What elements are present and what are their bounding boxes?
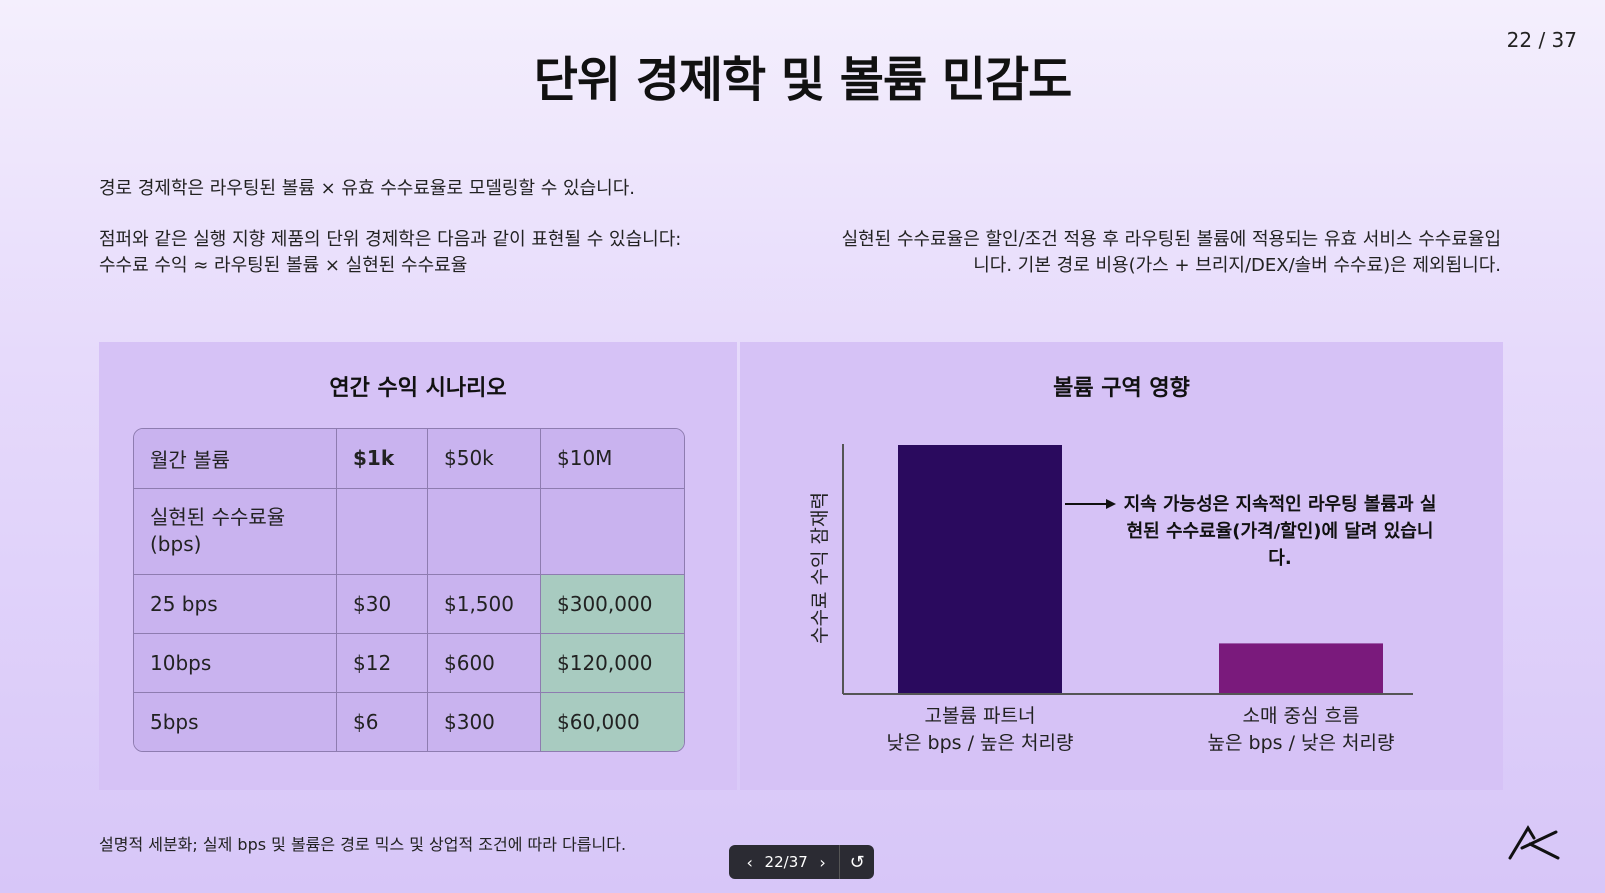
table-cell-highlight: $120,000 bbox=[540, 633, 684, 693]
table-subheader-row: 실현된 수수료율 (bps) bbox=[134, 488, 684, 575]
chevron-right-icon[interactable]: › bbox=[819, 852, 826, 872]
page-counter: 22 / 37 bbox=[1506, 28, 1577, 52]
x-tick-label: 소매 중심 흐름 bbox=[1243, 705, 1360, 727]
annotation-line: 다. bbox=[1268, 548, 1291, 569]
table-header-cell: $50k bbox=[427, 429, 541, 489]
annotation-arrowhead bbox=[1106, 499, 1116, 509]
table-row: 10bps $12 $600 $120,000 bbox=[134, 633, 684, 693]
brand-logo-icon bbox=[1508, 825, 1560, 860]
table-cell-highlight: $300,000 bbox=[540, 574, 684, 634]
chart-annotation: 지속 가능성은 지속적인 라우팅 볼륨과 실현된 수수료율(가격/할인)에 달려… bbox=[1124, 494, 1437, 569]
table-header-cell: $10M bbox=[540, 429, 684, 489]
x-tick-label: 고볼륨 파트너 bbox=[925, 705, 1036, 727]
table-cell: 25 bps bbox=[134, 574, 337, 634]
nav-divider bbox=[839, 845, 841, 879]
formula-line: 수수료 수익 ≈ 라우팅된 볼륨 × 실현된 수수료율 bbox=[99, 255, 468, 276]
unit-economics-line: 점퍼와 같은 실행 지향 제품의 단위 경제학은 다음과 같이 표현될 수 있습… bbox=[99, 229, 682, 250]
y-axis-label: 수수료 수익 잠재력 bbox=[809, 492, 831, 644]
bar-1 bbox=[898, 445, 1062, 693]
revenue-table: 월간 볼륨 $1k $50k $10M 실현된 수수료율 (bps) 25 bp… bbox=[133, 428, 685, 752]
table-row: 25 bps $30 $1,500 $300,000 bbox=[134, 574, 684, 634]
refresh-icon[interactable]: ↺ bbox=[849, 851, 865, 873]
table-empty-cell bbox=[540, 488, 684, 575]
table-row: 5bps $6 $300 $60,000 bbox=[134, 692, 684, 751]
table-panel-title: 연간 수익 시나리오 bbox=[329, 376, 507, 401]
table-empty-cell bbox=[427, 488, 541, 575]
x-tick-label: 낮은 bps / 높은 처리량 bbox=[887, 732, 1074, 754]
chart-panel-title: 볼륨 구역 영향 bbox=[1053, 376, 1190, 401]
table-header-cell: $1k bbox=[336, 429, 428, 489]
table-subheader-cell: 실현된 수수료율 (bps) bbox=[134, 488, 337, 575]
chevron-left-icon[interactable]: ‹ bbox=[746, 852, 753, 872]
slide-navigation: ‹ 22/37 › ↺ bbox=[729, 845, 874, 879]
bar-2 bbox=[1219, 643, 1383, 693]
annotation-line: 현된 수수료율(가격/할인)에 달려 있습니 bbox=[1127, 520, 1434, 542]
realized-fee-rate-text: 실현된 수수료율은 할인/조건 적용 후 라우팅된 볼륨에 적용되는 유효 서비… bbox=[841, 229, 1501, 276]
table-cell: $6 bbox=[336, 692, 428, 751]
table-cell: 10bps bbox=[134, 633, 337, 693]
intro-text: 경로 경제학은 라우팅된 볼륨 × 유효 수수료율로 모델링할 수 있습니다. bbox=[99, 178, 635, 199]
table-empty-cell bbox=[336, 488, 428, 575]
table-cell: $600 bbox=[427, 633, 541, 693]
page-title: 단위 경제학 및 볼륨 민감도 bbox=[533, 52, 1073, 108]
unit-economics-text: 점퍼와 같은 실행 지향 제품의 단위 경제학은 다음과 같이 표현될 수 있습… bbox=[99, 227, 739, 279]
table-cell: $30 bbox=[336, 574, 428, 634]
table-header-cell: 월간 볼륨 bbox=[134, 429, 337, 489]
x-tick-label: 높은 bps / 낮은 처리량 bbox=[1208, 732, 1395, 754]
annotation-line: 지속 가능성은 지속적인 라우팅 볼륨과 실 bbox=[1124, 494, 1437, 515]
table-cell: $1,500 bbox=[427, 574, 541, 634]
table-cell: 5bps bbox=[134, 692, 337, 751]
slide-counter: 22/37 bbox=[764, 853, 808, 871]
table-cell-highlight: $60,000 bbox=[540, 692, 684, 751]
table-cell: $300 bbox=[427, 692, 541, 751]
table-cell: $12 bbox=[336, 633, 428, 693]
table-header-row: 월간 볼륨 $1k $50k $10M bbox=[134, 429, 684, 489]
footnote: 설명적 세분화; 실제 bps 및 볼륨은 경로 믹스 및 상업적 조건에 따라… bbox=[99, 835, 627, 854]
revenue-scenario-panel: 연간 수익 시나리오 월간 볼륨 $1k $50k $10M 실현된 수수료율 … bbox=[99, 342, 737, 790]
